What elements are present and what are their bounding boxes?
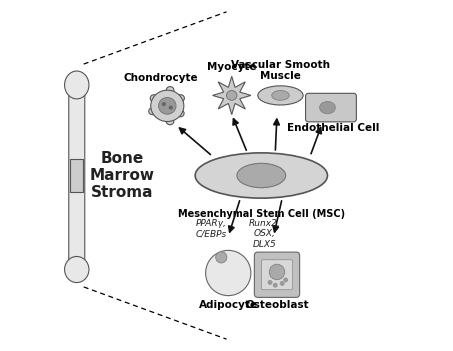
Ellipse shape [166, 87, 174, 94]
Text: Mesenchymal Stem Cell (MSC): Mesenchymal Stem Cell (MSC) [178, 208, 345, 219]
Circle shape [274, 284, 277, 287]
Circle shape [206, 250, 251, 296]
Text: PPARγ,
C/EBPs: PPARγ, C/EBPs [195, 219, 226, 238]
FancyBboxPatch shape [261, 260, 293, 290]
Ellipse shape [159, 98, 176, 114]
Ellipse shape [65, 257, 89, 283]
Text: Runx2,
OSX,
DLX5: Runx2, OSX, DLX5 [249, 219, 281, 249]
Circle shape [169, 106, 172, 109]
Ellipse shape [195, 153, 328, 198]
Text: Myocyte: Myocyte [207, 62, 256, 72]
FancyBboxPatch shape [254, 252, 299, 297]
FancyBboxPatch shape [305, 93, 357, 122]
Polygon shape [212, 76, 251, 114]
Ellipse shape [151, 90, 184, 121]
Ellipse shape [320, 101, 335, 114]
Circle shape [280, 282, 284, 285]
Ellipse shape [237, 163, 286, 188]
Text: Endothelial Cell: Endothelial Cell [286, 123, 379, 133]
Ellipse shape [150, 95, 158, 102]
Text: Osteoblast: Osteoblast [245, 300, 309, 310]
FancyBboxPatch shape [71, 159, 83, 192]
Ellipse shape [177, 95, 184, 102]
Circle shape [216, 252, 227, 263]
Text: Bone
Marrow
Stroma: Bone Marrow Stroma [90, 151, 154, 200]
Text: Adipocyte: Adipocyte [199, 300, 258, 310]
Circle shape [163, 103, 165, 106]
Ellipse shape [272, 91, 289, 100]
Ellipse shape [166, 118, 174, 125]
Ellipse shape [65, 71, 89, 99]
Ellipse shape [226, 91, 237, 100]
Circle shape [270, 264, 284, 280]
FancyBboxPatch shape [69, 83, 85, 268]
Ellipse shape [258, 86, 303, 105]
Circle shape [268, 281, 272, 284]
Text: Vascular Smooth
Muscle: Vascular Smooth Muscle [231, 60, 330, 81]
Ellipse shape [176, 110, 184, 117]
Circle shape [284, 278, 288, 282]
Text: Chondrocyte: Chondrocyte [123, 73, 198, 83]
Ellipse shape [149, 108, 156, 115]
